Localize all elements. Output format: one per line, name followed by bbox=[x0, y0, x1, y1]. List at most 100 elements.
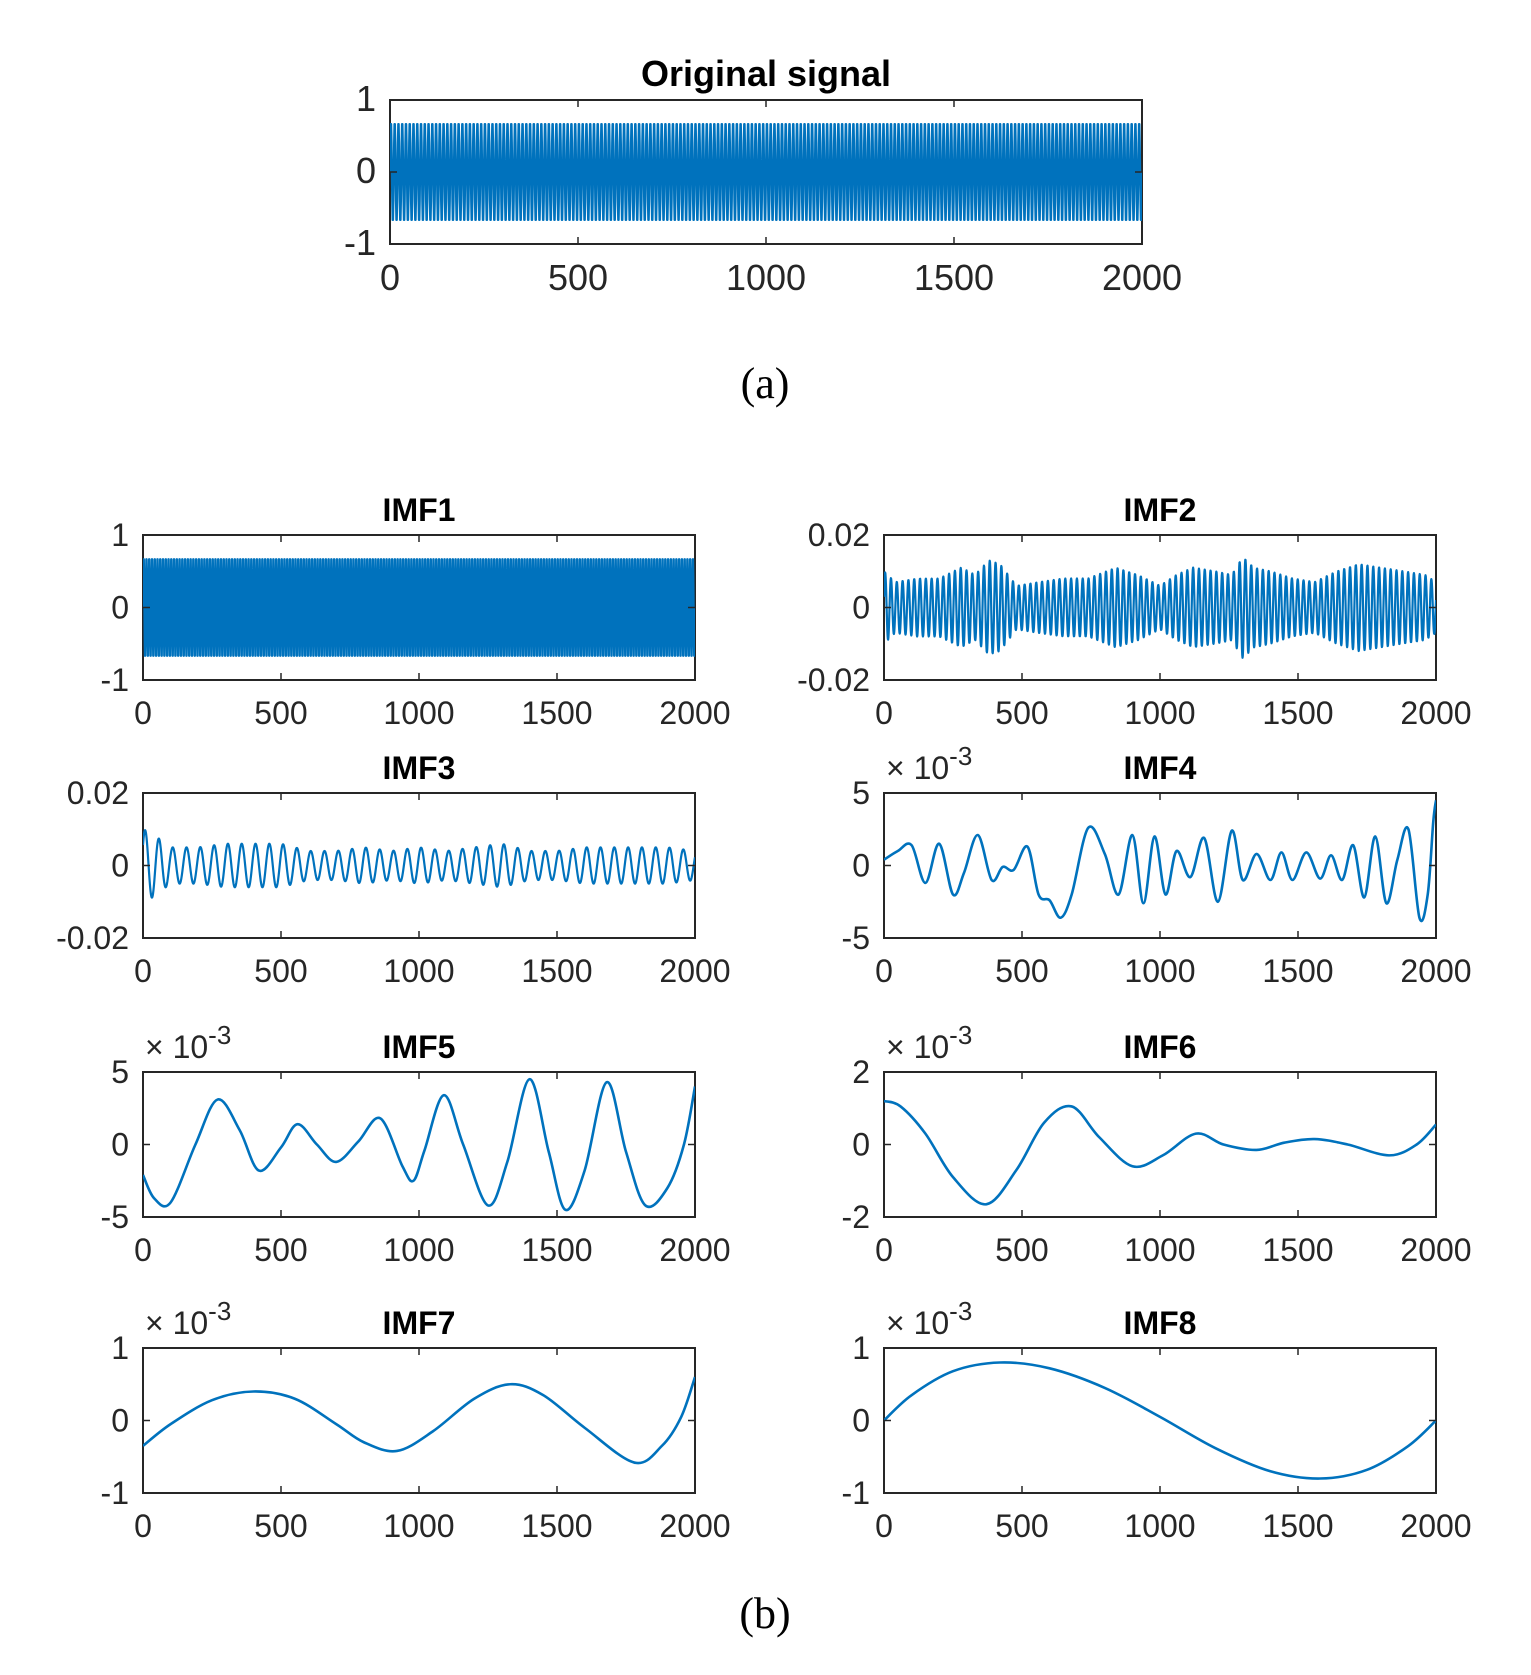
y-tick-label-imf1-0: -1 bbox=[101, 662, 129, 698]
y-tick-label-imf1-1: 0 bbox=[111, 590, 129, 626]
y-tick-label-imf5-2: 5 bbox=[111, 1054, 129, 1090]
x-tick-label-imf4-2: 1000 bbox=[1124, 953, 1195, 989]
x-tick-label-imf6-2: 1000 bbox=[1124, 1232, 1195, 1268]
x-tick-label-original-4: 2000 bbox=[1102, 257, 1182, 298]
series-line-imf7-0 bbox=[143, 1376, 695, 1465]
x-tick-label-imf7-0: 0 bbox=[134, 1508, 152, 1544]
panel-title-imf2: IMF2 bbox=[1124, 492, 1197, 528]
y-tick-label-original-1: 0 bbox=[356, 150, 376, 191]
series-line-imf2-0 bbox=[884, 558, 1436, 659]
x-tick-label-imf8-0: 0 bbox=[875, 1508, 893, 1544]
x-tick-label-imf1-4: 2000 bbox=[659, 695, 730, 731]
y-tick-label-imf4-2: 5 bbox=[852, 775, 870, 811]
x-tick-label-imf7-4: 2000 bbox=[659, 1508, 730, 1544]
x-tick-label-imf5-3: 1500 bbox=[521, 1232, 592, 1268]
x-tick-label-imf8-2: 1000 bbox=[1124, 1508, 1195, 1544]
panel-title-imf3: IMF3 bbox=[383, 750, 456, 786]
axes-box-imf5 bbox=[142, 1071, 696, 1218]
y-tick-label-imf7-2: 1 bbox=[111, 1330, 129, 1366]
x-tick-label-imf3-4: 2000 bbox=[659, 953, 730, 989]
exponent-label-imf5: × 10-3 bbox=[145, 1020, 231, 1065]
x-tick-label-imf5-0: 0 bbox=[134, 1232, 152, 1268]
x-tick-label-imf5-2: 1000 bbox=[383, 1232, 454, 1268]
x-tick-label-imf5-4: 2000 bbox=[659, 1232, 730, 1268]
x-tick-label-imf6-4: 2000 bbox=[1400, 1232, 1471, 1268]
x-tick-label-imf2-3: 1500 bbox=[1262, 695, 1333, 731]
exponent-label-imf8: × 10-3 bbox=[886, 1296, 972, 1341]
y-tick-label-imf3-0: -0.02 bbox=[56, 920, 129, 956]
y-tick-label-imf8-0: -1 bbox=[842, 1475, 870, 1511]
y-tick-label-imf8-2: 1 bbox=[852, 1330, 870, 1366]
x-tick-label-imf6-1: 500 bbox=[995, 1232, 1048, 1268]
panel-title-imf4: IMF4 bbox=[1124, 750, 1197, 786]
x-tick-label-imf1-0: 0 bbox=[134, 695, 152, 731]
x-tick-label-imf3-2: 1000 bbox=[383, 953, 454, 989]
y-tick-label-imf6-1: 0 bbox=[852, 1127, 870, 1163]
panel-title-imf8: IMF8 bbox=[1124, 1305, 1197, 1341]
y-tick-label-imf5-0: -5 bbox=[101, 1199, 129, 1235]
panel-title-imf6: IMF6 bbox=[1124, 1029, 1197, 1065]
exponent-label-imf6: × 10-3 bbox=[886, 1020, 972, 1065]
x-tick-label-imf3-0: 0 bbox=[134, 953, 152, 989]
y-tick-label-imf4-0: -5 bbox=[842, 920, 870, 956]
exponent-label-imf7: × 10-3 bbox=[145, 1296, 231, 1341]
y-tick-label-imf2-1: 0 bbox=[852, 590, 870, 626]
axes-box-imf6 bbox=[883, 1071, 1437, 1218]
x-tick-label-imf4-3: 1500 bbox=[1262, 953, 1333, 989]
y-tick-label-imf6-2: 2 bbox=[852, 1054, 870, 1090]
y-tick-label-imf3-1: 0 bbox=[111, 848, 129, 884]
y-tick-label-imf1-2: 1 bbox=[111, 517, 129, 553]
y-tick-label-imf6-0: -2 bbox=[842, 1199, 870, 1235]
series-line-original-0 bbox=[390, 122, 1142, 222]
series-line-imf3-0 bbox=[143, 829, 695, 899]
y-tick-label-original-0: -1 bbox=[344, 222, 376, 263]
x-tick-label-imf4-4: 2000 bbox=[1400, 953, 1471, 989]
caption-b: (b) bbox=[739, 1589, 790, 1638]
x-tick-label-imf7-2: 1000 bbox=[383, 1508, 454, 1544]
x-tick-label-imf6-3: 1500 bbox=[1262, 1232, 1333, 1268]
caption-a: (a) bbox=[741, 359, 790, 408]
y-tick-label-imf5-1: 0 bbox=[111, 1127, 129, 1163]
x-tick-label-original-0: 0 bbox=[380, 257, 400, 298]
axes-box-imf3 bbox=[142, 792, 696, 939]
x-tick-label-imf3-1: 500 bbox=[254, 953, 307, 989]
x-tick-label-imf2-1: 500 bbox=[995, 695, 1048, 731]
panel-title-original: Original signal bbox=[641, 53, 891, 94]
x-tick-label-imf4-1: 500 bbox=[995, 953, 1048, 989]
x-tick-label-imf1-2: 1000 bbox=[383, 695, 454, 731]
x-tick-label-imf4-0: 0 bbox=[875, 953, 893, 989]
series-line-imf5-0 bbox=[143, 1077, 695, 1212]
x-tick-label-imf2-4: 2000 bbox=[1400, 695, 1471, 731]
exponent-label-imf4: × 10-3 bbox=[886, 741, 972, 786]
y-tick-label-imf4-1: 0 bbox=[852, 848, 870, 884]
panel-title-imf1: IMF1 bbox=[383, 492, 456, 528]
x-tick-label-imf7-3: 1500 bbox=[521, 1508, 592, 1544]
x-tick-label-imf7-1: 500 bbox=[254, 1508, 307, 1544]
x-tick-label-original-1: 500 bbox=[548, 257, 608, 298]
x-tick-label-imf8-4: 2000 bbox=[1400, 1508, 1471, 1544]
series-line-imf4-0 bbox=[884, 800, 1436, 923]
x-tick-label-imf3-3: 1500 bbox=[521, 953, 592, 989]
x-tick-label-original-3: 1500 bbox=[914, 257, 994, 298]
x-tick-label-imf8-3: 1500 bbox=[1262, 1508, 1333, 1544]
y-tick-label-imf7-1: 0 bbox=[111, 1403, 129, 1439]
x-tick-label-imf8-1: 500 bbox=[995, 1508, 1048, 1544]
y-tick-label-imf8-1: 0 bbox=[852, 1403, 870, 1439]
series-line-imf8-0 bbox=[884, 1361, 1436, 1480]
panel-title-imf7: IMF7 bbox=[383, 1305, 456, 1341]
y-tick-label-original-2: 1 bbox=[356, 78, 376, 119]
x-tick-label-imf2-0: 0 bbox=[875, 695, 893, 731]
axes-box-imf8 bbox=[883, 1347, 1437, 1494]
series-line-imf1-0 bbox=[143, 558, 695, 657]
y-tick-label-imf2-0: -0.02 bbox=[797, 662, 870, 698]
